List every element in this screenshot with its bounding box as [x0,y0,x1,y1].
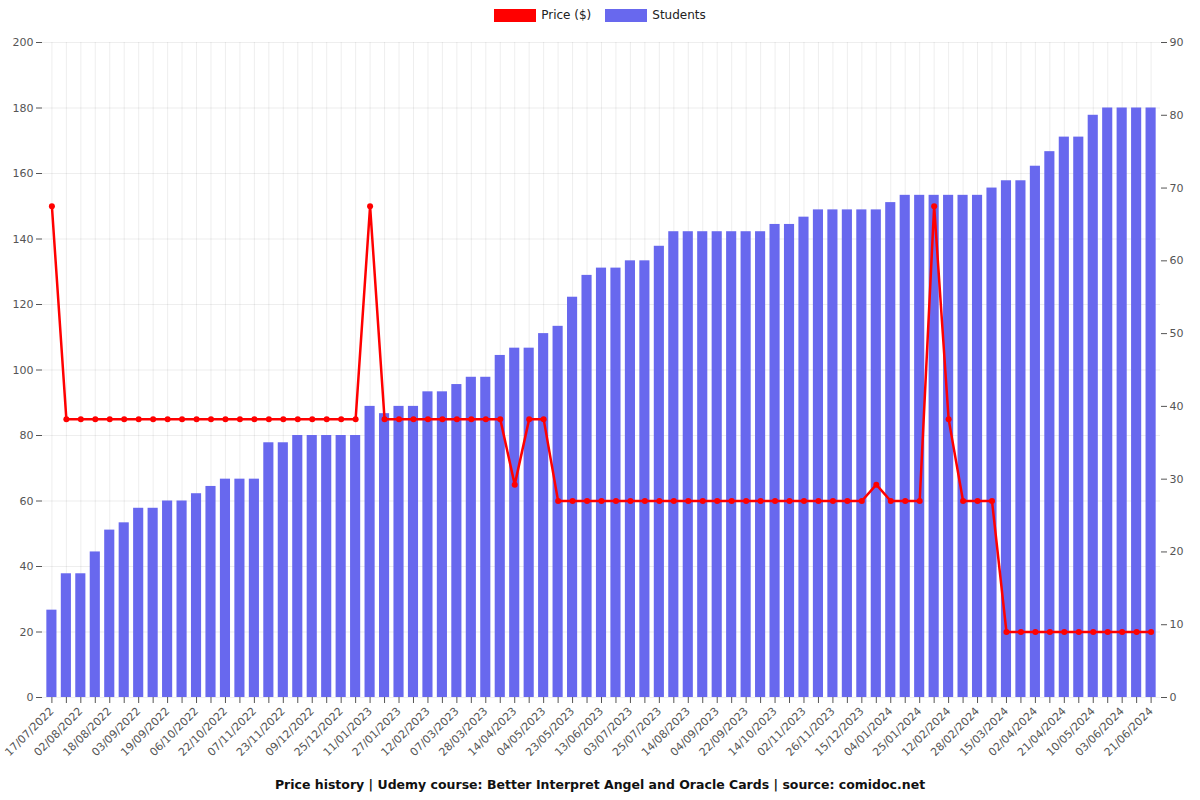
svg-text:27/01/2023: 27/01/2023 [349,704,404,759]
svg-text:03/07/2023: 03/07/2023 [581,704,635,759]
svg-text:160: 160 [13,167,34,180]
svg-text:100: 100 [13,364,34,377]
svg-text:02/11/2023: 02/11/2023 [754,704,809,759]
svg-text:28/02/2024: 28/02/2024 [928,704,983,759]
svg-text:140: 140 [13,233,34,246]
svg-text:25/07/2023: 25/07/2023 [609,704,664,759]
svg-text:03/09/2022: 03/09/2022 [89,704,144,759]
svg-text:30: 30 [1170,473,1184,486]
svg-text:15/12/2023: 15/12/2023 [812,704,867,759]
svg-text:20: 20 [20,626,34,639]
svg-text:17/07/2022: 17/07/2022 [2,704,57,759]
svg-text:12/02/2024: 12/02/2024 [899,704,954,759]
svg-text:04/09/2023: 04/09/2023 [667,704,722,759]
svg-text:70: 70 [1170,182,1184,195]
svg-text:15/03/2024: 15/03/2024 [957,704,1012,759]
svg-text:120: 120 [13,298,34,311]
svg-text:14/04/2023: 14/04/2023 [465,704,520,759]
svg-text:19/09/2022: 19/09/2022 [118,704,173,759]
svg-text:90: 90 [1170,36,1184,49]
svg-text:80: 80 [1170,109,1184,122]
svg-text:23/05/2023: 23/05/2023 [523,704,578,759]
svg-text:60: 60 [1170,254,1184,267]
svg-text:06/10/2022: 06/10/2022 [147,704,202,759]
svg-text:18/08/2022: 18/08/2022 [60,704,115,759]
svg-text:11/01/2023: 11/01/2023 [320,704,375,759]
svg-text:28/03/2023: 28/03/2023 [436,704,491,759]
svg-text:25/12/2022: 25/12/2022 [291,704,346,759]
svg-text:25/01/2024: 25/01/2024 [870,704,925,759]
svg-text:20: 20 [1170,545,1184,558]
svg-text:13/06/2023: 13/06/2023 [552,704,607,759]
svg-text:40: 40 [20,560,34,573]
svg-text:10/05/2024: 10/05/2024 [1043,704,1098,759]
svg-text:22/09/2023: 22/09/2023 [696,704,751,759]
svg-text:200: 200 [13,36,34,49]
svg-text:180: 180 [13,102,34,115]
svg-text:14/10/2023: 14/10/2023 [725,704,780,759]
svg-text:04/05/2023: 04/05/2023 [494,704,549,759]
svg-text:50: 50 [1170,327,1184,340]
svg-text:09/12/2022: 09/12/2022 [262,704,317,759]
svg-text:07/11/2022: 07/11/2022 [205,704,259,759]
svg-text:23/11/2022: 23/11/2022 [233,704,288,759]
svg-text:22/10/2022: 22/10/2022 [176,704,231,759]
html-text:Price ($): Price ($) [541,8,592,22]
svg-text:26/11/2023: 26/11/2023 [783,704,838,759]
svg-text:12/02/2023: 12/02/2023 [378,704,433,759]
svg-text:21/06/2024: 21/06/2024 [1102,705,1156,759]
html-text:Price history | Udemy course:: Price history | Udemy course: Better Int… [274,777,926,792]
svg-text:07/03/2023: 07/03/2023 [407,704,462,759]
svg-text:0: 0 [27,691,34,704]
svg-text:14/08/2023: 14/08/2023 [638,704,693,759]
svg-text:21/04/2024: 21/04/2024 [1014,704,1069,759]
svg-text:40: 40 [1170,400,1184,413]
svg-text:80: 80 [20,429,34,442]
svg-text:0: 0 [1170,691,1177,704]
svg-text:04/01/2024: 04/01/2024 [841,704,896,759]
svg-text:60: 60 [20,495,34,508]
svg-text:10: 10 [1170,618,1184,631]
svg-text:02/08/2022: 02/08/2022 [31,704,86,759]
svg-text:03/06/2024: 03/06/2024 [1072,704,1127,759]
svg-text:02/04/2024: 02/04/2024 [986,704,1040,759]
html-text:Students: Students [652,8,706,22]
